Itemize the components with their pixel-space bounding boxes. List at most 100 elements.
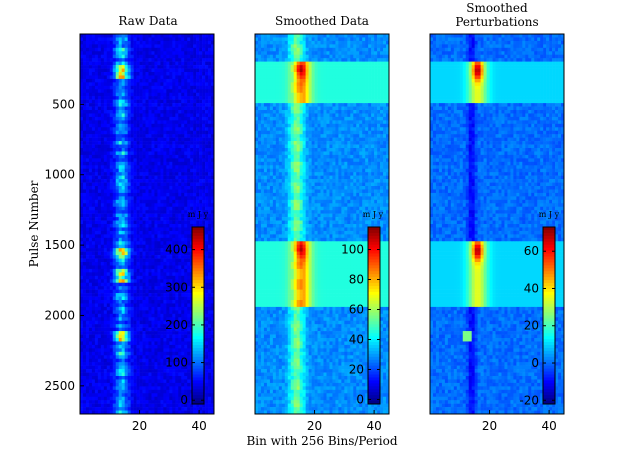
heatmap-cell: [121, 37, 125, 42]
heatmap-cell: [151, 396, 155, 401]
heatmap-cell: [169, 189, 173, 194]
heatmap-cell: [208, 262, 212, 266]
heatmap-cell: [97, 47, 102, 52]
heatmap-cell: [133, 127, 137, 132]
heatmap-cell: [100, 334, 105, 339]
heatmap-cell: [127, 165, 131, 170]
heatmap-cell: [97, 379, 102, 384]
heatmap-cell: [154, 189, 158, 194]
heatmap-cell: [94, 303, 99, 308]
heatmap-cell: [181, 255, 185, 259]
heatmap-cell: [82, 258, 87, 263]
heatmap-cell: [160, 362, 164, 366]
heatmap-cell: [133, 344, 137, 349]
heatmap-cell: [85, 393, 90, 398]
heatmap-cell: [124, 234, 128, 239]
heatmap-cell: [208, 172, 212, 176]
heatmap-cell: [181, 89, 185, 94]
heatmap-cell: [94, 199, 99, 204]
heatmap-cell: [118, 396, 122, 401]
heatmap-cell: [163, 61, 167, 66]
heatmap-cell: [103, 348, 108, 353]
heatmap-cell: [205, 213, 209, 218]
heatmap-cell: [100, 186, 105, 190]
heatmap-cell: [85, 137, 90, 142]
heatmap-cell: [139, 217, 143, 221]
heatmap-cell: [190, 130, 194, 135]
heatmap-cell: [94, 407, 99, 411]
heatmap-cell: [145, 210, 149, 214]
heatmap-cell: [148, 106, 152, 111]
heatmap-cell: [205, 351, 209, 356]
heatmap-cell: [124, 338, 128, 342]
heatmap-cell: [163, 334, 167, 339]
heatmap-cell: [91, 75, 96, 80]
heatmap-cell: [157, 103, 161, 107]
heatmap-cell: [127, 72, 131, 76]
heatmap-cell: [97, 306, 102, 311]
heatmap-cell: [142, 168, 146, 173]
heatmap-cell: [199, 72, 203, 76]
heatmap-cell: [118, 344, 122, 349]
heatmap-cell: [154, 317, 158, 322]
heatmap-cell: [145, 85, 149, 90]
heatmap-cell: [163, 161, 167, 166]
heatmap-cell: [94, 127, 99, 132]
heatmap-cell: [97, 289, 102, 294]
heatmap-cell: [148, 282, 152, 287]
heatmap-cell: [208, 358, 212, 363]
heatmap-cell: [109, 116, 114, 121]
heatmap-cell: [181, 92, 185, 97]
heatmap-cell: [163, 255, 167, 259]
heatmap-cell: [169, 230, 173, 235]
heatmap-cell: [166, 376, 170, 380]
heatmap-cell: [88, 396, 93, 401]
heatmap-cell: [187, 268, 191, 273]
heatmap-cell: [205, 396, 209, 401]
heatmap-cell: [145, 268, 149, 273]
heatmap-cell: [211, 341, 214, 346]
heatmap-cell: [184, 78, 188, 83]
heatmap-cell: [142, 72, 146, 76]
heatmap-cell: [139, 279, 143, 284]
heatmap-cell: [106, 275, 111, 280]
heatmap-cell: [85, 37, 90, 42]
heatmap-cell: [109, 123, 114, 128]
heatmap-cell: [211, 217, 214, 221]
heatmap-cell: [82, 110, 87, 114]
heatmap-cell: [178, 379, 182, 384]
heatmap-cell: [142, 99, 146, 104]
heatmap-cell: [118, 203, 122, 208]
heatmap-cell: [136, 110, 140, 114]
heatmap-cell: [193, 410, 197, 414]
heatmap-cell: [85, 300, 90, 304]
heatmap-cell: [148, 168, 152, 173]
heatmap-cell: [82, 396, 87, 401]
heatmap-cell: [208, 58, 212, 62]
heatmap-cell: [187, 203, 191, 208]
heatmap-cell: [133, 306, 137, 311]
heatmap-cell: [211, 355, 214, 360]
heatmap-cell: [163, 113, 167, 118]
heatmap-cell: [205, 134, 209, 138]
heatmap-cell: [133, 113, 137, 118]
heatmap-cell: [118, 182, 122, 187]
heatmap-cell: [133, 331, 137, 335]
heatmap-cell: [172, 355, 176, 360]
heatmap-cell: [127, 262, 131, 266]
heatmap-cell: [196, 82, 200, 87]
heatmap-cell: [178, 365, 182, 370]
heatmap-cell: [181, 154, 185, 159]
heatmap-cell: [193, 92, 197, 97]
heatmap-cell: [148, 400, 152, 404]
heatmap-cell: [172, 410, 176, 414]
heatmap-cell: [103, 275, 108, 280]
heatmap-cell: [154, 369, 158, 373]
heatmap-cell: [103, 338, 108, 342]
heatmap-cell: [127, 220, 131, 225]
heatmap-cell: [190, 54, 194, 59]
heatmap-cell: [169, 148, 173, 152]
heatmap-cell: [109, 275, 114, 280]
heatmap-cell: [94, 161, 99, 166]
heatmap-cell: [181, 151, 185, 156]
